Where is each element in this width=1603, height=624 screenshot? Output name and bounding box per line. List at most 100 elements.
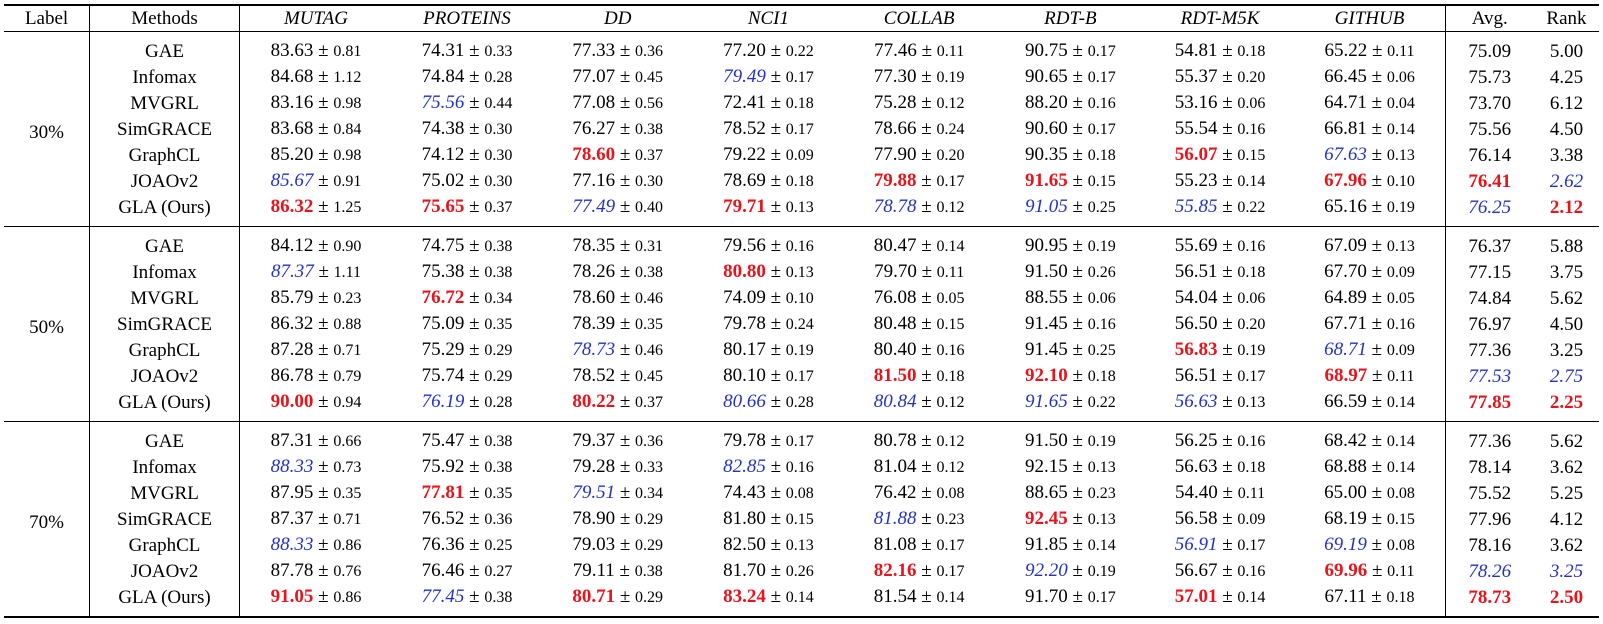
score-cell: 88.55 ± 0.06: [995, 285, 1146, 311]
std-value: 0.17: [1237, 368, 1266, 385]
score-cell: 81.80 ± 0.15: [694, 506, 844, 532]
mean-value: 91.50: [1025, 430, 1068, 451]
method-name: JOAOv2: [89, 558, 240, 584]
plus-minus-sign: ±: [469, 40, 480, 61]
mean-value: 74.84: [421, 66, 465, 87]
plus-minus-sign: ±: [318, 365, 329, 386]
rank-number: 3.25: [1549, 560, 1584, 582]
score-cell: 78.60 ± 0.46: [542, 285, 694, 311]
mean-value: 76.08: [873, 287, 917, 308]
mean-value: 75.38: [421, 261, 465, 282]
score-cell: 75.74 ± 0.29: [392, 363, 542, 389]
mean-value: 79.56: [723, 235, 766, 256]
plus-minus-sign: ±: [1072, 534, 1083, 555]
score-cell: 67.09 ± 0.13: [1294, 226, 1446, 259]
std-value: 0.19: [785, 342, 814, 359]
std-value: 0.15: [936, 316, 965, 333]
score-cell: 74.43 ± 0.08: [694, 480, 844, 506]
std-value: 0.88: [333, 316, 362, 333]
score-cell: 74.75 ± 0.38: [392, 227, 542, 260]
plus-minus-sign: ±: [921, 508, 932, 529]
std-value: 0.09: [1237, 511, 1266, 528]
group-label: 50%: [4, 226, 91, 422]
score-cell: 55.54 ± 0.16: [1146, 116, 1295, 142]
mean-value: 75.47: [421, 430, 465, 451]
score-cell: 74.84 ± 0.28: [392, 64, 542, 90]
avg-value: 75.52: [1445, 480, 1534, 506]
score-cell: 79.56 ± 0.16: [694, 227, 844, 260]
plus-minus-sign: ±: [921, 313, 932, 334]
mean-value: 56.63: [1174, 391, 1218, 412]
plus-minus-sign: ±: [469, 482, 480, 503]
plus-minus-sign: ±: [469, 586, 480, 607]
score-cell: 81.08 ± 0.17: [843, 532, 995, 558]
method-name: GraphCL: [89, 337, 240, 363]
plus-minus-sign: ±: [770, 430, 782, 451]
mean-value: 69.19: [1324, 534, 1367, 555]
std-value: 0.28: [484, 69, 513, 86]
plus-minus-sign: ±: [318, 66, 329, 87]
std-value: 0.16: [1237, 121, 1266, 138]
mean-value: 81.04: [873, 456, 917, 477]
plus-minus-sign: ±: [1371, 456, 1383, 477]
plus-minus-sign: ±: [619, 235, 631, 256]
plus-minus-sign: ±: [318, 196, 329, 217]
std-value: 0.05: [1386, 290, 1415, 307]
score-cell: 77.90 ± 0.20: [843, 142, 995, 168]
std-value: 0.09: [1386, 342, 1415, 359]
plus-minus-sign: ±: [921, 430, 932, 451]
method-name: Infomax: [89, 454, 240, 480]
avg-number: 78.73: [1468, 586, 1512, 608]
std-value: 0.30: [484, 121, 513, 138]
mean-value: 78.69: [723, 170, 766, 191]
score-cell: 79.70 ± 0.11: [843, 259, 995, 285]
std-value: 0.33: [635, 459, 664, 476]
std-value: 0.38: [484, 589, 513, 606]
mean-value: 85.20: [270, 144, 314, 165]
score-cell: 56.25 ± 0.16: [1146, 422, 1295, 455]
table-row: MVGRL 83.16 ± 0.98 75.56 ± 0.44 77.08 ± 0.5…: [4, 90, 1599, 116]
rank-value: 2.62: [1534, 168, 1599, 194]
rank-number: 5.00: [1549, 40, 1584, 62]
score-cell: 56.91 ± 0.17: [1146, 532, 1295, 558]
plus-minus-sign: ±: [619, 482, 631, 503]
mean-value: 91.65: [1025, 391, 1068, 412]
avg-number: 76.97: [1468, 313, 1512, 335]
table-row: GLA (Ours) 91.05 ± 0.86 77.45 ± 0.38 80.71 …: [4, 584, 1599, 617]
mean-value: 72.41: [723, 92, 766, 113]
score-cell: 84.12 ± 0.90: [239, 227, 392, 260]
rank-value: 2.50: [1534, 584, 1599, 617]
mean-value: 77.20: [723, 40, 766, 61]
score-cell: 56.07 ± 0.15: [1146, 142, 1295, 168]
plus-minus-sign: ±: [619, 313, 631, 334]
mean-value: 56.58: [1174, 508, 1218, 529]
avg-number: 73.70: [1468, 92, 1512, 114]
score-cell: 87.37 ± 1.11: [239, 259, 392, 285]
table-row: JOAOv2 85.67 ± 0.91 75.02 ± 0.30 77.16 ± 0.…: [4, 168, 1599, 194]
score-cell: 83.24 ± 0.14: [694, 584, 844, 617]
avg-value: 78.26: [1445, 558, 1534, 584]
std-value: 0.29: [635, 511, 664, 528]
mean-value: 54.40: [1175, 482, 1218, 503]
rank-number: 2.12: [1549, 196, 1584, 218]
mean-value: 87.37: [270, 508, 314, 529]
plus-minus-sign: ±: [318, 339, 329, 360]
rank-number: 4.25: [1549, 66, 1584, 88]
plus-minus-sign: ±: [1371, 92, 1383, 113]
mean-value: 90.00: [270, 391, 314, 412]
score-cell: 77.20 ± 0.22: [694, 32, 844, 65]
plus-minus-sign: ±: [619, 66, 631, 87]
std-value: 0.08: [936, 485, 965, 502]
std-value: 0.11: [1237, 485, 1266, 502]
score-cell: 55.69 ± 0.16: [1146, 227, 1295, 260]
plus-minus-sign: ±: [1222, 456, 1233, 477]
method-name: GraphCL: [89, 142, 240, 168]
score-cell: 55.37 ± 0.20: [1146, 64, 1295, 90]
std-value: 0.18: [1087, 368, 1116, 385]
score-cell: 79.37 ± 0.36: [542, 422, 694, 455]
score-cell: 91.05 ± 0.25: [995, 194, 1146, 227]
score-cell: 91.05 ± 0.86: [239, 584, 392, 617]
mean-value: 87.28: [270, 339, 314, 360]
std-value: 0.56: [635, 95, 664, 112]
dataset-header-nci1: NCI1: [693, 4, 844, 32]
